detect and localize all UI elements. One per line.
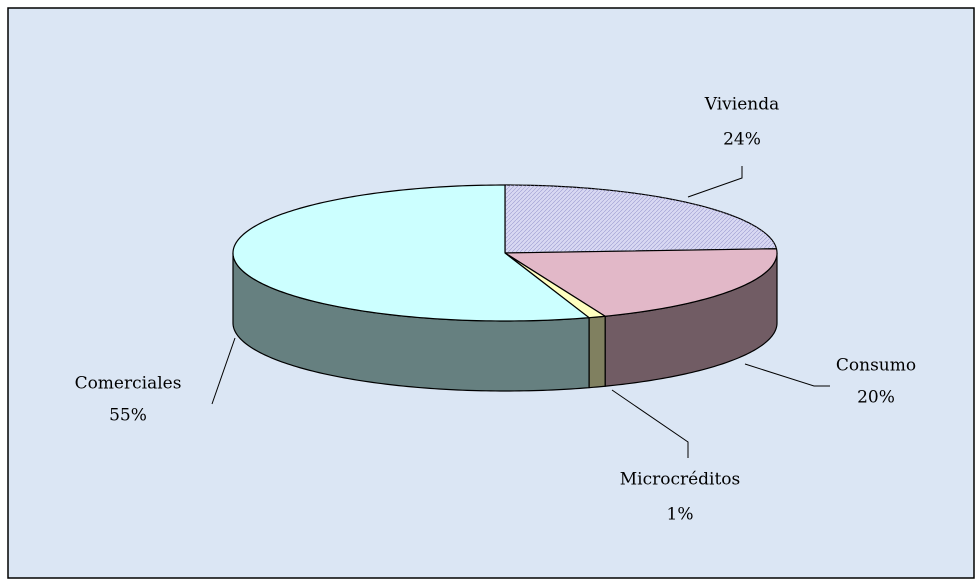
value-label: 24%: [723, 130, 761, 150]
leader-line: [211, 337, 236, 405]
leader-line: [744, 363, 830, 387]
data-labels: Vivienda 24% Consumo 20% Microcréditos 1% Come…: [75, 95, 917, 525]
value-label: 1%: [667, 505, 694, 525]
slice-tops: [232, 184, 778, 322]
slice: [232, 184, 590, 322]
leader-lines: [211, 166, 830, 458]
slice-hatch: [505, 185, 777, 253]
slice-side: [588, 315, 606, 389]
category-label: Comerciales: [75, 374, 182, 394]
category-label: Consumo: [836, 356, 916, 376]
category-label: Microcréditos: [620, 470, 741, 490]
leader-line: [687, 166, 743, 198]
slice: [504, 248, 778, 317]
value-label: 55%: [109, 406, 147, 426]
leader-line: [611, 389, 689, 458]
value-label: 20%: [857, 388, 895, 408]
category-label: Vivienda: [704, 95, 779, 115]
